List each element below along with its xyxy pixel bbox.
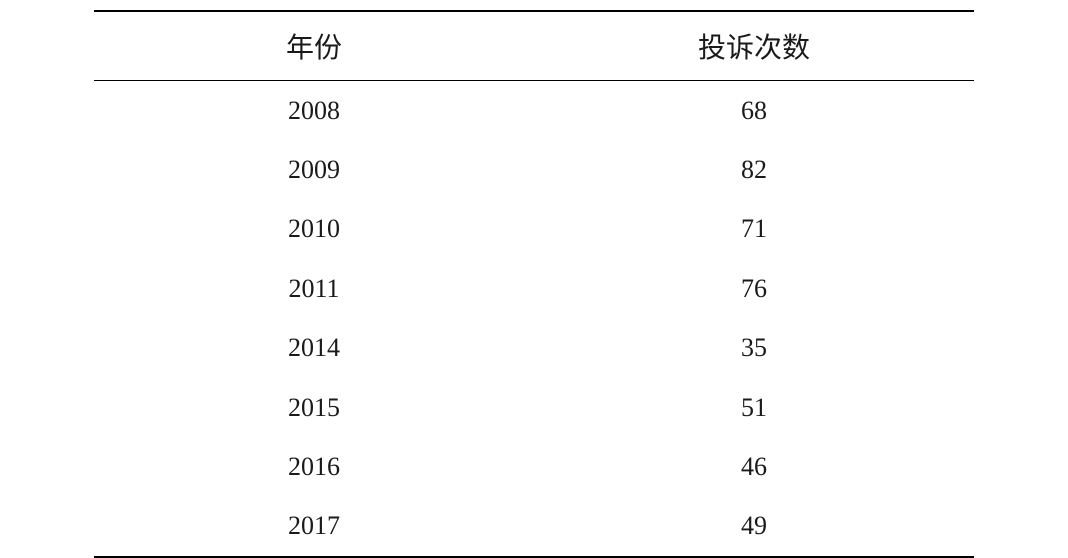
table-row: 2011 76 [94,259,974,318]
cell-year: 2014 [94,318,534,377]
table-row: 2017 49 [94,497,974,557]
cell-complaints: 76 [534,259,974,318]
complaints-table: 年份 投诉次数 2008 68 2009 82 2010 71 2011 76 … [94,10,974,558]
table-row: 2015 51 [94,378,974,437]
cell-complaints: 51 [534,378,974,437]
cell-complaints: 46 [534,437,974,496]
cell-year: 2017 [94,497,534,557]
cell-year: 2009 [94,140,534,199]
column-header-year: 年份 [94,11,534,81]
cell-year: 2008 [94,81,534,141]
table-header-row: 年份 投诉次数 [94,11,974,81]
table-row: 2010 71 [94,200,974,259]
cell-complaints: 71 [534,200,974,259]
cell-year: 2011 [94,259,534,318]
column-header-complaints: 投诉次数 [534,11,974,81]
table-row: 2016 46 [94,437,974,496]
cell-complaints: 82 [534,140,974,199]
cell-complaints: 35 [534,318,974,377]
cell-year: 2016 [94,437,534,496]
cell-year: 2010 [94,200,534,259]
table-body: 2008 68 2009 82 2010 71 2011 76 2014 35 … [94,81,974,558]
table-row: 2014 35 [94,318,974,377]
table-row: 2009 82 [94,140,974,199]
table-row: 2008 68 [94,81,974,141]
cell-year: 2015 [94,378,534,437]
cell-complaints: 49 [534,497,974,557]
cell-complaints: 68 [534,81,974,141]
